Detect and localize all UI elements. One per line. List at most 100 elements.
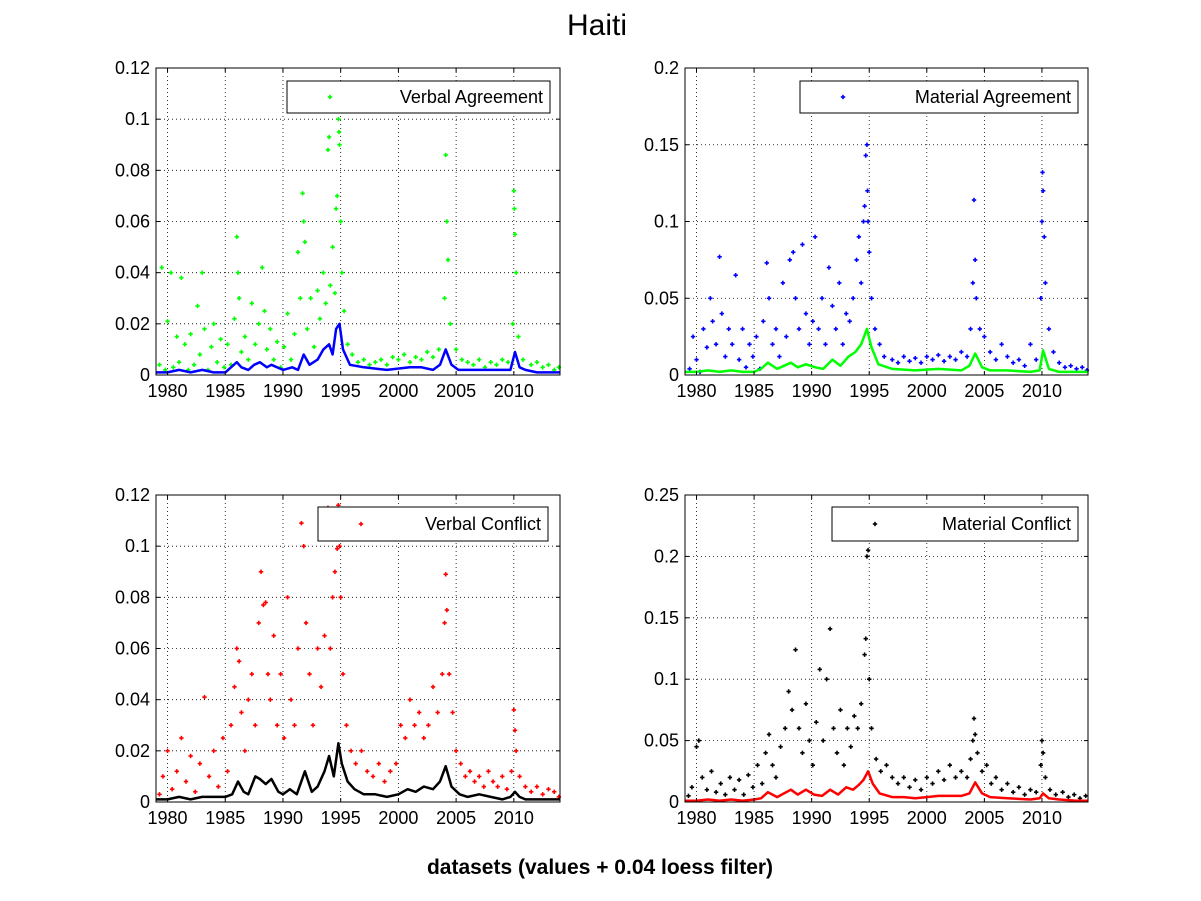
data-point [841,762,847,768]
data-point [310,723,316,728]
data-point [281,735,287,741]
data-point [696,738,702,743]
data-point [810,319,816,324]
data-point [700,775,705,780]
data-point [861,219,866,224]
data-point [242,334,248,339]
data-point [211,748,216,754]
data-point [307,671,312,677]
data-point [520,357,526,362]
loess-line [156,741,560,801]
data-point [1016,785,1022,790]
data-point [730,342,735,347]
series-smoothed-line [685,770,1088,803]
data-point [179,735,184,741]
data-point [513,270,519,275]
data-point [523,784,528,789]
data-point [382,779,387,784]
data-point [959,769,964,774]
data-point [169,787,175,792]
data-point [863,636,868,641]
data-point [718,781,723,786]
data-point [1033,789,1039,795]
data-point [764,260,769,266]
loess-line [156,322,560,374]
data-point [1028,342,1033,347]
data-point [376,761,381,766]
data-point [328,646,333,651]
data-point [225,769,230,774]
data-point [500,774,505,779]
data-point [863,153,868,158]
data-point [494,362,499,367]
figure-title: Haiti [567,9,627,42]
data-point [708,296,713,301]
data-point [1005,781,1010,786]
data-point [528,362,534,367]
data-point [305,326,310,332]
y-tick-label: 0 [140,365,150,385]
x-tick-label: 2010 [494,808,534,828]
data-point [359,748,364,754]
data-point [1051,349,1056,355]
data-point [500,357,505,362]
data-point [471,362,476,367]
data-point [281,344,287,350]
data-point [895,360,901,365]
data-point [987,349,993,355]
data-point [242,748,248,754]
data-point [516,334,521,339]
data-point [845,726,850,731]
data-point [881,354,887,359]
data-point [236,296,242,301]
data-point [315,646,320,651]
x-tick-label: 1995 [849,808,889,828]
data-point [773,775,779,780]
data-point [442,296,447,301]
y-tick-label: 0 [140,792,150,812]
data-point [338,595,343,600]
x-tick-label: 1995 [321,808,361,828]
x-tick-label: 2005 [436,381,476,401]
data-point [979,769,985,774]
data-point [1022,363,1027,368]
series-scatter [687,142,1090,375]
data-point [191,362,197,367]
data-point [930,781,935,786]
data-point [686,793,691,799]
data-point [486,769,491,774]
data-point [301,219,306,224]
data-point [509,769,514,774]
y-tick-label: 0.15 [644,608,679,628]
y-tick-label: 0.1 [654,212,679,232]
data-point [827,626,833,632]
data-point [1033,357,1039,362]
data-point [253,342,258,347]
data-point [736,777,742,783]
data-point [741,792,746,797]
data-point [444,607,450,613]
data-point [770,762,775,768]
data-point [370,774,376,779]
data-point [168,270,174,275]
x-tick-label: 2000 [378,381,418,401]
data-point [1016,357,1022,362]
data-point [340,671,346,677]
y-tick-label: 0.04 [115,263,150,283]
data-point [467,769,473,774]
data-point [193,789,198,794]
data-point [421,735,426,741]
data-point [784,334,789,339]
data-point [977,326,982,332]
data-point [759,781,765,786]
data-point [337,142,342,147]
data-point [292,331,297,337]
data-point [1083,793,1088,799]
data-point [336,116,341,122]
ticks: 1980 1985 1990 1995 2000 2005 2010 0 0.02 0.04 0.0… [115,58,560,401]
data-point [936,352,941,358]
ticks: 1980 1985 1990 1995 2000 2005 2010 0 0.05 0.1 0.15… [644,485,1088,828]
data-point [856,234,862,240]
data-point [308,296,313,301]
data-point [817,667,822,672]
